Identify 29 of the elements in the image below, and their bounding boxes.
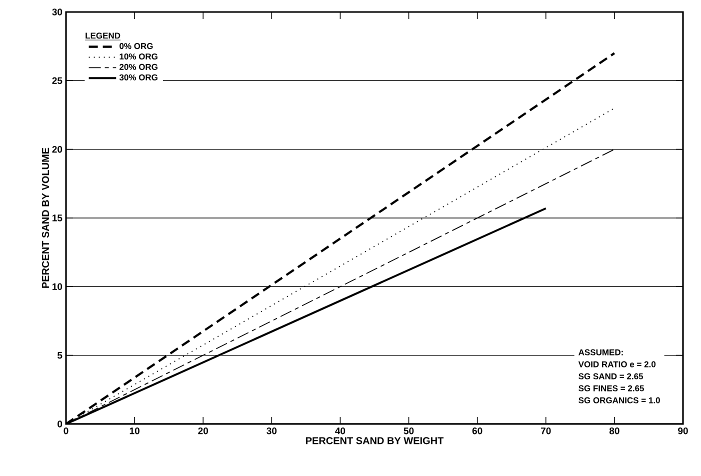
y-tick-label: 20 — [52, 146, 62, 153]
x-tick-label: 10 — [130, 428, 140, 434]
annotation: SG FINES = 2.65 — [578, 385, 644, 392]
x-tick-label: 90 — [678, 428, 688, 434]
y-tick-label: 0 — [58, 420, 62, 428]
legend-label: 20% ORG — [120, 64, 158, 70]
annotation: ASSUMED: — [578, 349, 623, 356]
x-tick-label: 60 — [472, 428, 482, 434]
y-tick-label: 5 — [57, 352, 62, 359]
x-tick-label: 30 — [266, 428, 277, 434]
x-tick-label: 70 — [541, 428, 551, 434]
y-tick-label: 10 — [52, 283, 62, 290]
y-tick-label: 30 — [52, 8, 62, 16]
annotation: SG SAND = 2.65 — [578, 373, 644, 380]
y-tick-label: 25 — [52, 77, 62, 84]
x-axis-title: PERCENT SAND BY WEIGHT — [306, 437, 444, 444]
x-tick-label: 50 — [404, 428, 414, 434]
y-axis-title: PERCENT SAND BY VOLUME — [42, 148, 50, 288]
legend-label: 10% ORG — [120, 53, 158, 60]
annotation: VOID RATIO e = 2.0 — [578, 361, 656, 368]
annotation: SG ORGANICS = 1.0 — [578, 397, 660, 404]
x-tick-label: 20 — [198, 428, 208, 434]
x-tick-label: 40 — [335, 428, 346, 434]
legend-label: 0% ORG — [120, 43, 153, 50]
x-tick-label: 80 — [609, 428, 620, 434]
x-tick-label: 0 — [64, 428, 68, 434]
legend-label: 30% ORG — [119, 74, 158, 80]
legend-title: LEGEND — [86, 32, 120, 39]
y-tick-label: 15 — [52, 214, 62, 222]
